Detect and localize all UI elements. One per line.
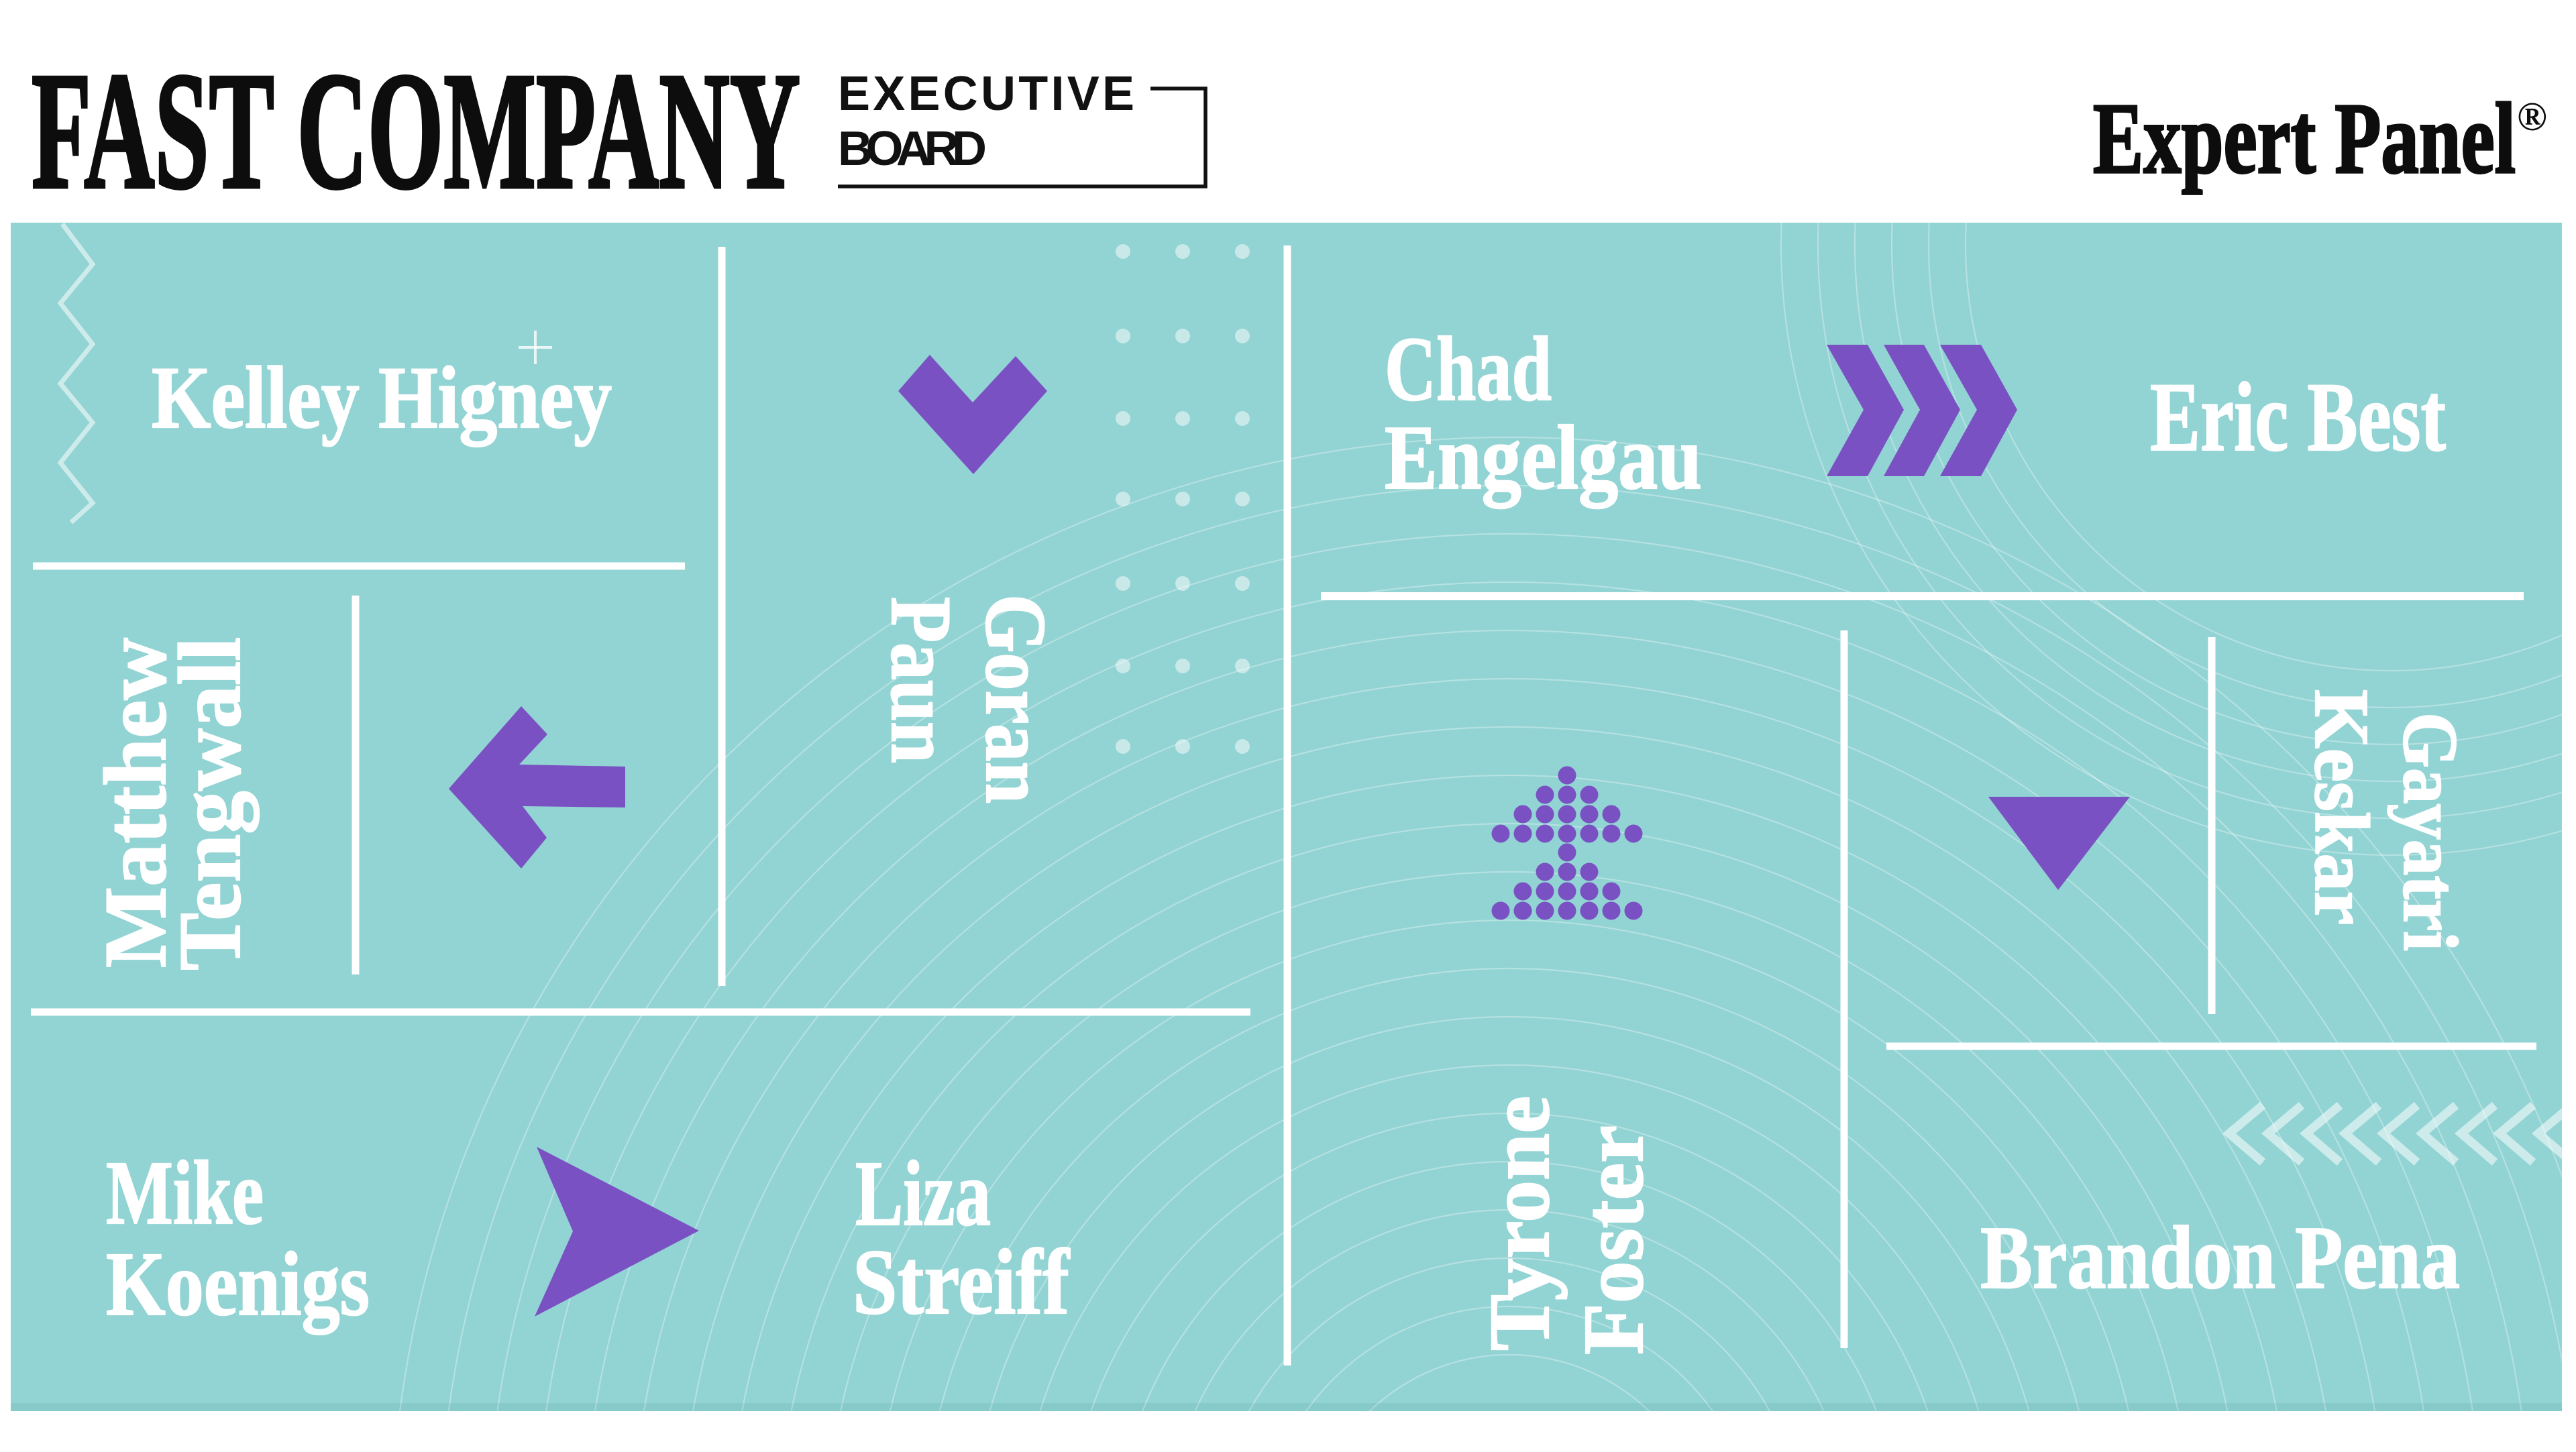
svg-text:Tyrone: Tyrone	[1472, 1096, 1567, 1351]
svg-text:Brandon Pena: Brandon Pena	[1980, 1208, 2460, 1307]
svg-text:Koenigs: Koenigs	[106, 1234, 370, 1335]
svg-text:Goran: Goran	[968, 594, 1064, 803]
svg-text:BOARD: BOARD	[838, 122, 987, 176]
svg-text:®: ®	[2517, 95, 2547, 139]
svg-text:Kelley Higney: Kelley Higney	[152, 348, 612, 447]
svg-text:FAST COMPANY: FAST COMPANY	[32, 38, 800, 224]
svg-text:Chad: Chad	[1385, 318, 1552, 420]
svg-text:Mike: Mike	[106, 1143, 264, 1243]
svg-text:Foster: Foster	[1566, 1125, 1661, 1355]
svg-text:Keskar: Keskar	[2298, 689, 2384, 925]
svg-text:Gayatri: Gayatri	[2387, 712, 2473, 951]
svg-text:Matthew: Matthew	[86, 638, 184, 968]
svg-text:Tengwall: Tengwall	[160, 637, 259, 970]
svg-text:EXECUTIVE: EXECUTIVE	[838, 67, 1134, 121]
svg-text:Expert Panel: Expert Panel	[2093, 82, 2516, 194]
svg-text:Liza: Liza	[855, 1142, 991, 1245]
svg-text:Paun: Paun	[873, 597, 969, 763]
svg-text:Streiff: Streiff	[853, 1231, 1070, 1334]
svg-text:Engelgau: Engelgau	[1385, 406, 1702, 508]
svg-text:Eric Best: Eric Best	[2150, 362, 2446, 471]
